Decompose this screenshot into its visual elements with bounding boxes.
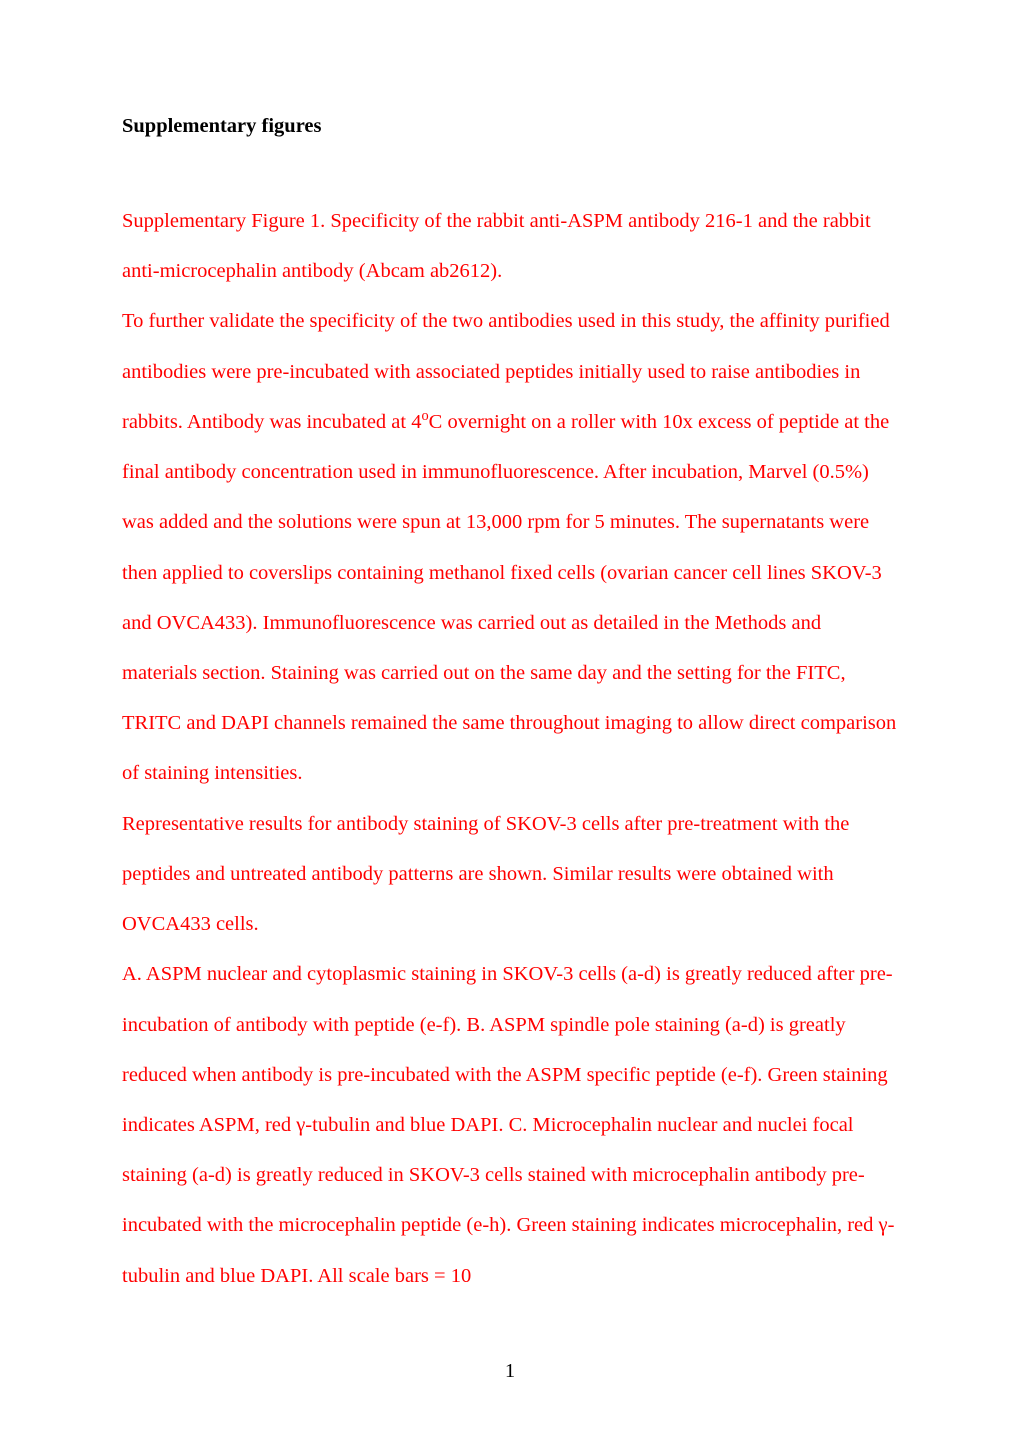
- section-heading: Supplementary figures: [122, 115, 898, 138]
- body-text: Supplementary Figure 1. Specificity of t…: [122, 196, 898, 1301]
- page-number: 1: [0, 1360, 1020, 1383]
